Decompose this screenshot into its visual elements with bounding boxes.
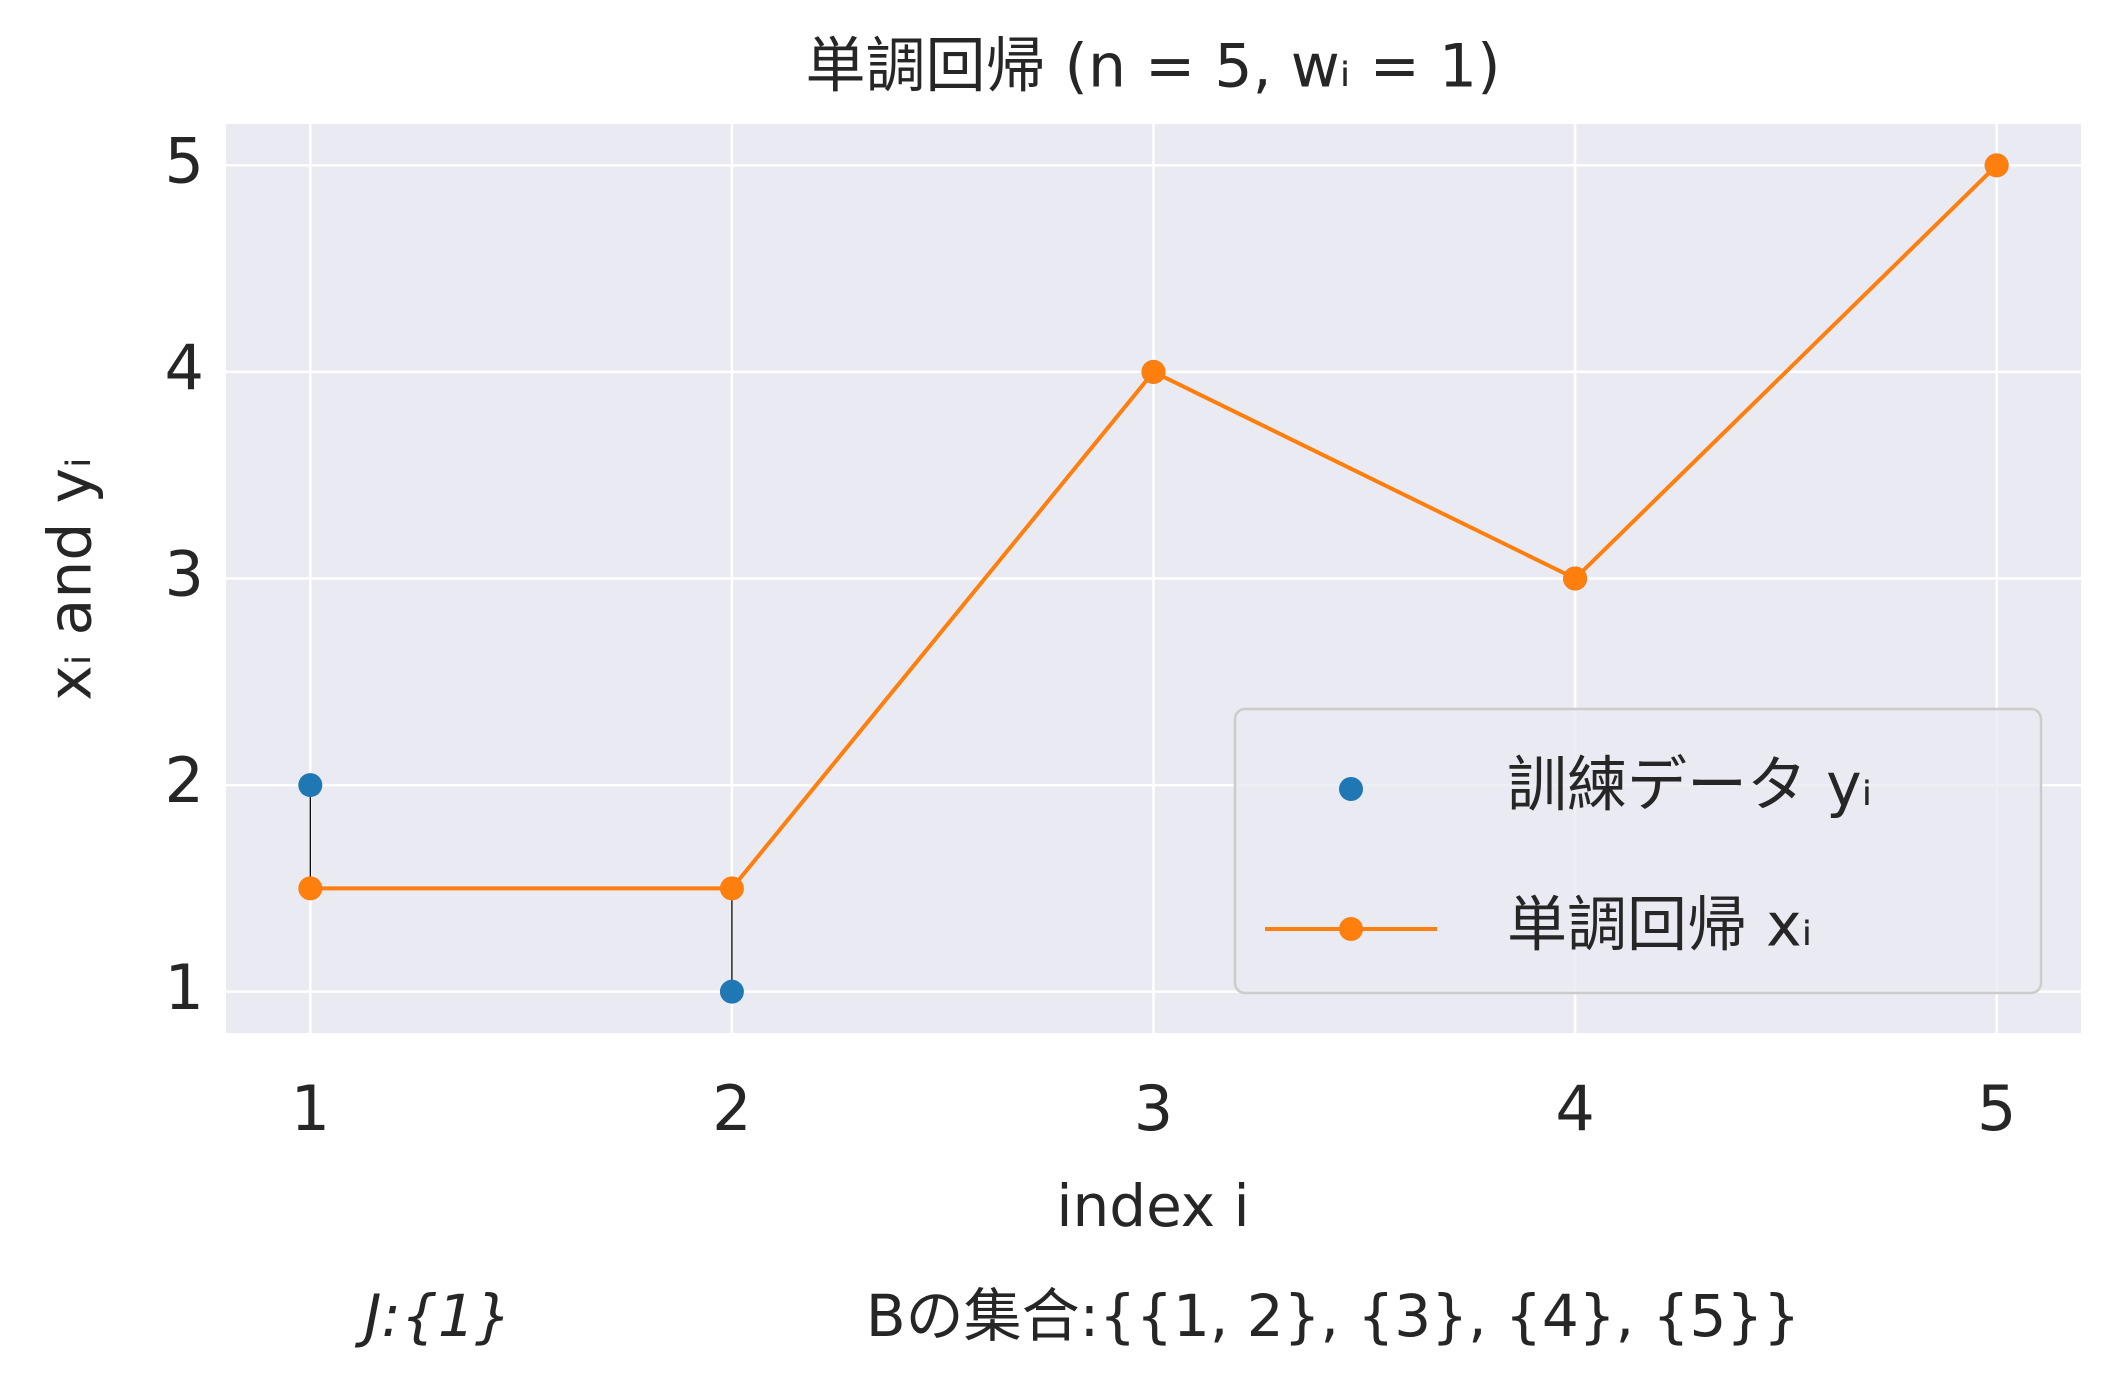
point <box>1563 566 1588 591</box>
marks <box>298 153 2009 1004</box>
y-tick-label: 5 <box>165 124 204 197</box>
point <box>1141 359 1166 384</box>
point <box>298 773 323 798</box>
legend-label: 単調回帰 xᵢ <box>1507 891 1812 961</box>
point <box>298 876 323 901</box>
legend-marker <box>1339 917 1363 941</box>
x-tick-label: 2 <box>712 1072 751 1145</box>
x-tick-label: 5 <box>1977 1072 2016 1145</box>
x-axis-label: index i <box>1056 1172 1249 1240</box>
y-tick-label: 4 <box>165 331 204 404</box>
y-tick-label: 2 <box>165 744 204 817</box>
y-tick-label: 1 <box>165 951 204 1024</box>
point <box>719 979 744 1004</box>
y-axis-label: xᵢ and yᵢ <box>36 457 106 701</box>
x-tick-label: 1 <box>291 1072 330 1145</box>
x-tick-label: 3 <box>1134 1072 1173 1145</box>
legend-label: 訓練データ yᵢ <box>1507 751 1872 821</box>
y-tick-label: 3 <box>165 538 204 611</box>
legend-box <box>1233 707 2043 995</box>
x-tick-label: 4 <box>1555 1072 1594 1145</box>
annotation: Bの集合:{{1, 2}, {3}, {4}, {5}} <box>866 1282 1800 1350</box>
annotation: J:{1} <box>354 1282 511 1350</box>
legend: 訓練データ yᵢ 単調回帰 xᵢ <box>1233 707 2043 995</box>
chart-title: 単調回帰 (n = 5, wᵢ = 1) <box>805 32 1500 102</box>
point <box>1984 153 2009 178</box>
point <box>719 876 744 901</box>
legend-marker <box>1339 777 1363 801</box>
